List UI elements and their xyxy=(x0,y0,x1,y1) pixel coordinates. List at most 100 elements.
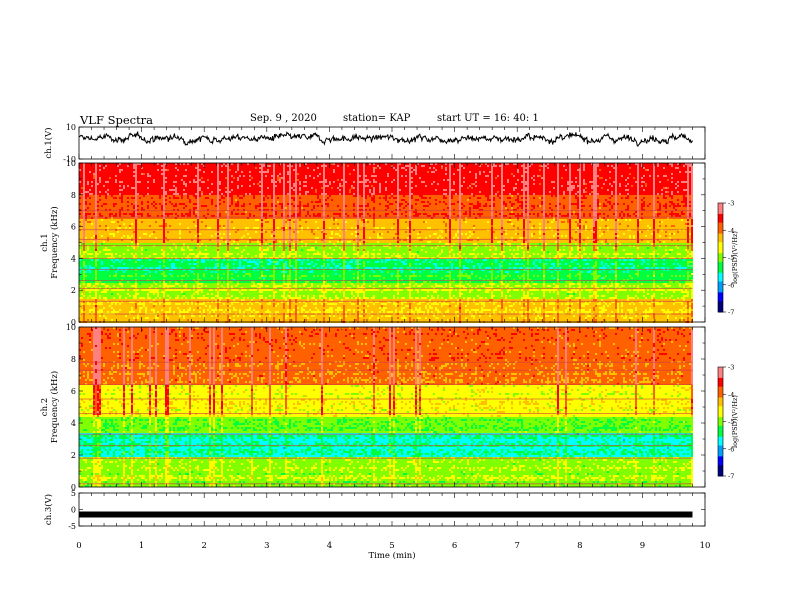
spectrogram-cell xyxy=(213,165,215,167)
spectrogram-cell xyxy=(243,165,245,167)
spectrogram-cell xyxy=(185,167,187,169)
spectrogram-cell xyxy=(547,165,549,167)
spectrogram-cell xyxy=(191,165,193,167)
spectrogram-cell xyxy=(545,165,547,167)
spectrogram-cell xyxy=(409,165,411,167)
spectrogram-cell xyxy=(559,165,561,167)
spectrogram-cell xyxy=(119,165,121,167)
spectrogram-cell xyxy=(151,165,153,167)
spectrogram-cell xyxy=(563,165,565,167)
spectrogram-cell xyxy=(385,165,387,167)
spectrogram-cell xyxy=(455,165,457,167)
spectrogram-cell xyxy=(119,167,121,169)
spectrogram-cell xyxy=(131,165,133,167)
spectrogram-cell xyxy=(93,165,95,167)
spectrogram-cell xyxy=(149,165,151,167)
spectrogram-cell xyxy=(127,167,129,169)
spectrogram-cell xyxy=(97,165,99,167)
spectrogram-cell xyxy=(489,165,491,167)
spectrogram-cell xyxy=(123,165,125,167)
spectrogram-cell xyxy=(377,165,379,167)
spectrogram-cell xyxy=(219,165,221,167)
spectrogram-cell xyxy=(237,165,239,167)
spectrogram-cell xyxy=(197,165,199,167)
spectrogram-cell xyxy=(427,165,429,167)
spectrogram-cell xyxy=(199,165,201,167)
spectrogram-cell xyxy=(167,165,169,167)
spectrogram-cell xyxy=(109,165,111,167)
spectrogram-cell xyxy=(173,165,175,167)
spectrogram-cell xyxy=(685,165,687,167)
spectrogram-cell xyxy=(95,165,97,167)
spectrogram-cell xyxy=(189,165,191,167)
spectrogram-cell xyxy=(487,165,489,167)
spectrogram-cell xyxy=(143,167,145,169)
spectrogram-cell xyxy=(289,165,291,167)
spectrogram-cell xyxy=(235,165,237,167)
spectrogram-cell xyxy=(593,165,595,167)
spectrogram-cell xyxy=(677,165,679,167)
spectrogram-cell xyxy=(399,165,401,167)
spectrogram-cell xyxy=(485,165,487,167)
spectrogram-cell xyxy=(471,165,473,167)
spectrogram-cell xyxy=(383,165,385,167)
spectrogram-cell xyxy=(361,165,363,167)
spectrogram-cell xyxy=(161,165,163,167)
spectrogram-cell xyxy=(349,165,351,167)
spectrogram-cell xyxy=(375,165,377,167)
spectrogram-cell xyxy=(459,165,461,167)
spectrogram-cell xyxy=(273,165,275,167)
spectrogram-cell xyxy=(509,165,511,167)
spectrogram-cell xyxy=(251,165,253,167)
spectrogram-cell xyxy=(589,165,591,167)
spectrogram-cell xyxy=(217,165,219,167)
spectrogram-cell xyxy=(271,165,273,167)
spectrogram-cell xyxy=(633,165,635,167)
spectrogram-cell xyxy=(645,165,647,167)
spectrogram-cell xyxy=(121,167,123,169)
spectrogram-cell xyxy=(197,167,199,169)
spectrogram-cell xyxy=(499,165,501,167)
spectrogram-cell xyxy=(355,165,357,167)
spectrogram-cell xyxy=(163,167,165,169)
spectrogram-cell xyxy=(587,165,589,167)
spectrogram-cell xyxy=(497,165,499,167)
spectrogram-cell xyxy=(195,167,197,169)
spectrogram-cell xyxy=(211,165,213,167)
spectrogram-cell xyxy=(577,165,579,167)
spectrogram-cell xyxy=(239,165,241,167)
spectrogram-cell xyxy=(293,165,295,167)
spectrogram-cell xyxy=(137,167,139,169)
spectrogram-cell xyxy=(179,167,181,169)
vlf-spectra-figure: -3-4-5-6-7log(PSD)(V²/Hz)-3-4-5-6-7log(P… xyxy=(0,0,792,612)
spectrogram-cell xyxy=(581,165,583,167)
spectrogram-cell xyxy=(81,165,83,167)
spectrogram-cell xyxy=(247,165,249,167)
spectrogram-cell xyxy=(373,165,375,167)
spectrogram-cell xyxy=(107,165,109,167)
spectrogram-cell xyxy=(681,165,683,167)
spectrogram-cell xyxy=(439,165,441,167)
spectrogram-cell xyxy=(525,165,527,167)
spectrogram-cell xyxy=(469,165,471,167)
spectrogram-cell xyxy=(285,165,287,167)
spectrogram-cell xyxy=(445,165,447,167)
spectrogram-cell xyxy=(171,165,173,167)
spectrogram-cell xyxy=(363,165,365,167)
spectrogram-cell xyxy=(99,165,101,167)
spectrogram-cell xyxy=(225,165,227,167)
spectrogram-cell xyxy=(635,165,637,167)
spectrogram-cell xyxy=(483,165,485,167)
spectrogram-cell xyxy=(333,165,335,167)
spectrogram-cell xyxy=(573,165,575,167)
spectrogram-cell xyxy=(177,165,179,167)
spectrogram-cell xyxy=(447,165,449,167)
spectrogram-cell xyxy=(571,165,573,167)
spectrogram-cell xyxy=(109,167,111,169)
spectrogram-cell xyxy=(655,165,657,167)
ch1-spectrogram-cells xyxy=(79,163,693,323)
spectrogram-cell xyxy=(405,165,407,167)
spectrogram-cell xyxy=(145,167,147,169)
spectrogram-cell xyxy=(131,167,133,169)
spectrogram-cell xyxy=(231,165,233,167)
